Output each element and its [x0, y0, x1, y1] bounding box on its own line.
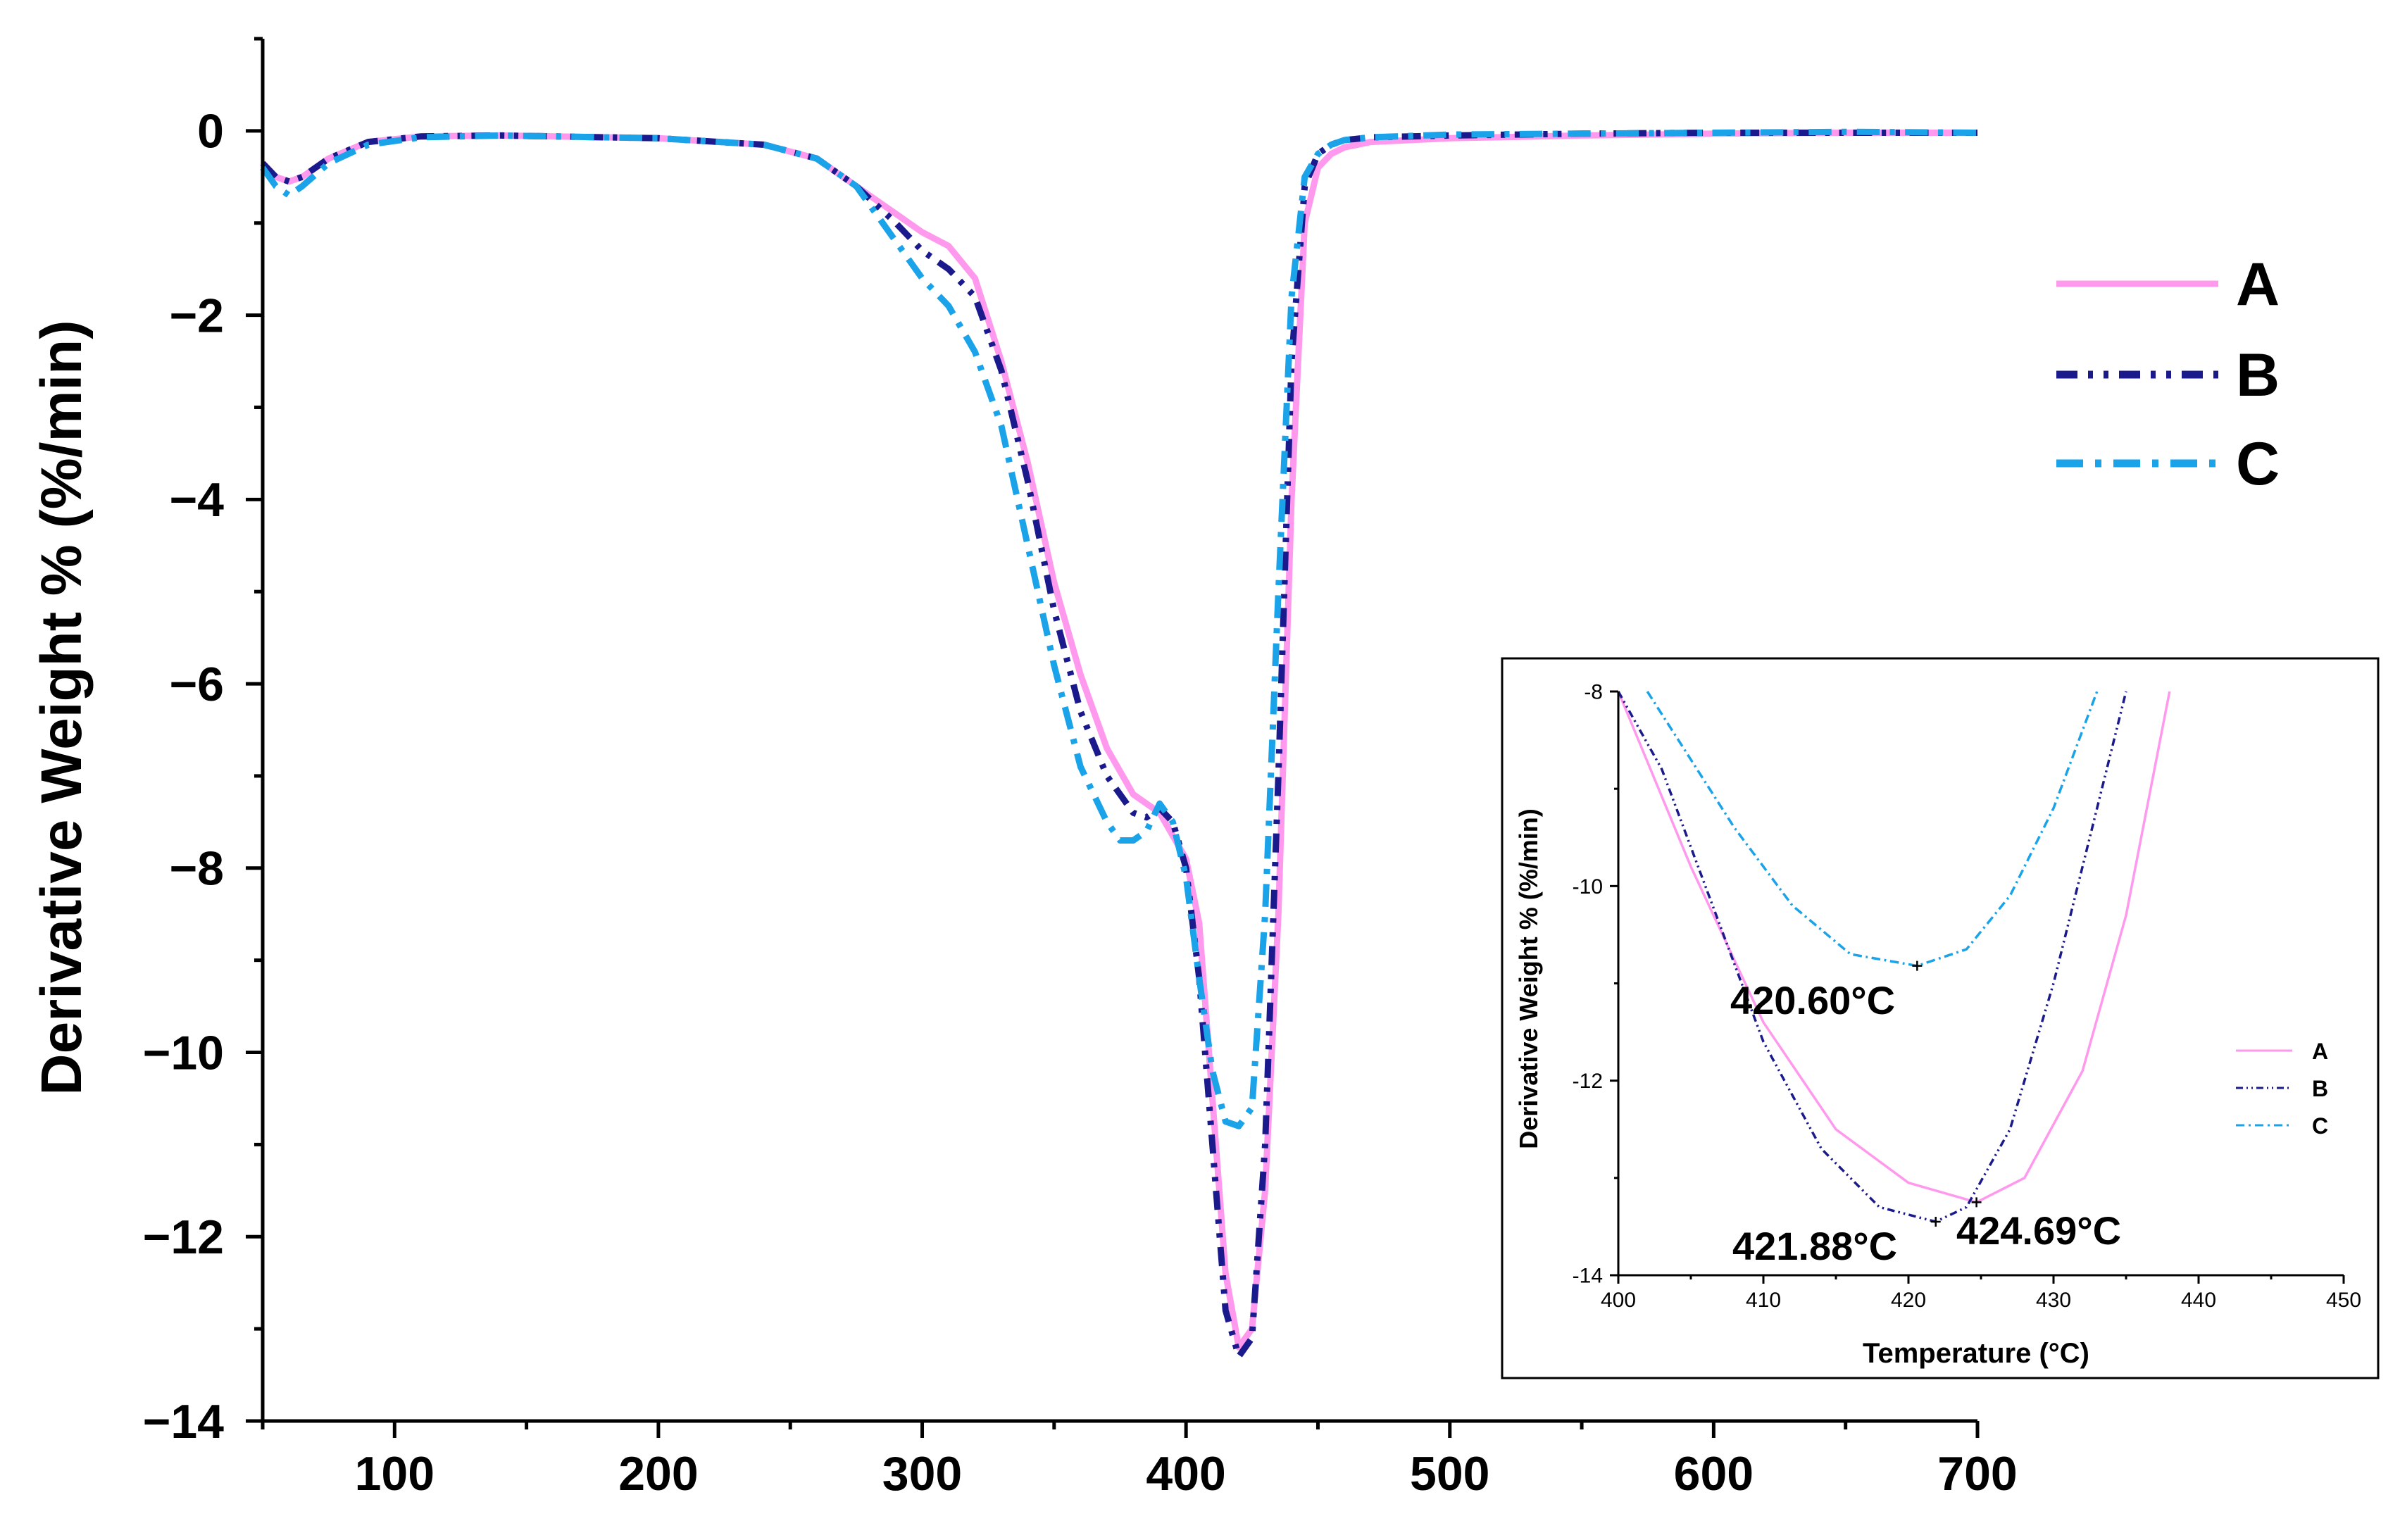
inset-legend-label-b: B [2312, 1076, 2328, 1101]
inset-axes [1610, 690, 2345, 1284]
annotation-420-60: 420.60°C [1730, 978, 1895, 1022]
annotation-424-69: 424.69°C [1956, 1208, 2121, 1253]
main-x-tick-label: 100 [355, 1447, 435, 1501]
inset-x-tick-label: 440 [2181, 1289, 2216, 1312]
main-y-tick-label: −2 [169, 289, 224, 342]
inset-y-tick-label: -10 [1573, 875, 1603, 899]
legend-label-c: C [2236, 430, 2280, 498]
main-x-tick-label: 500 [1410, 1447, 1489, 1501]
inset-series-c [1646, 691, 2099, 968]
inset-series-a [1617, 691, 2171, 1204]
inset-x-tick-label: 410 [1746, 1289, 1781, 1312]
inset-series-b [1617, 691, 2127, 1223]
main-y-axis-label: Derivative Weight % (%/min) [30, 320, 94, 1095]
inset-tick-labels: 400 410 420 430 440 450 -8 -10 -12 -14 [1573, 681, 2361, 1313]
inset-legend-label-a: A [2312, 1039, 2328, 1064]
main-legend: A B C [2056, 251, 2280, 498]
inset-x-tick-label: 420 [1891, 1289, 1926, 1312]
inset-x-tick-label: 430 [2036, 1289, 2071, 1312]
main-x-tick-label: 600 [1674, 1447, 1754, 1501]
main-y-tick-label: −6 [169, 658, 224, 711]
legend-label-b: B [2236, 342, 2280, 409]
inset-x-tick-label: 400 [1601, 1289, 1636, 1312]
main-y-tick-label: −12 [143, 1210, 224, 1264]
main-y-tick-label: −4 [169, 473, 224, 527]
main-y-tick-label: −10 [143, 1026, 224, 1079]
inset-y-tick-label: -8 [1584, 681, 1603, 704]
main-x-tick-label: 300 [882, 1447, 962, 1501]
inset-y-axis-label: Derivative Weight % (%/min) [1514, 808, 1543, 1148]
main-series-c [260, 128, 1978, 1129]
annotation-421-88: 421.88°C [1732, 1224, 1897, 1268]
inset-y-tick-label: -14 [1573, 1265, 1603, 1288]
main-y-tick-label: −8 [169, 842, 224, 896]
main-x-tick-label: 700 [1937, 1447, 2017, 1501]
legend-label-a: A [2236, 251, 2280, 318]
main-y-tick-label: 0 [197, 105, 224, 158]
inset-y-tick-label: -12 [1573, 1070, 1603, 1093]
inset-frame [1501, 657, 2380, 1379]
inset-x-axis-label: Temperature (°C) [1863, 1338, 2089, 1369]
inset-x-tick-label: 450 [2326, 1289, 2361, 1312]
inset-legend: A B C [2236, 1039, 2328, 1139]
main-tick-labels: 100 200 300 400 500 600 700 0 −2 −4 −6 −8 −10 −12 −14 [143, 105, 2018, 1501]
main-x-tick-label: 400 [1146, 1447, 1225, 1501]
inset-plot-series [1617, 691, 2171, 1227]
main-plot-series [260, 128, 1978, 1360]
main-y-tick-label: −14 [143, 1395, 225, 1448]
inset-legend-label-c: C [2312, 1113, 2328, 1139]
main-x-tick-label: 200 [618, 1447, 698, 1501]
main-axes [246, 37, 1980, 1438]
